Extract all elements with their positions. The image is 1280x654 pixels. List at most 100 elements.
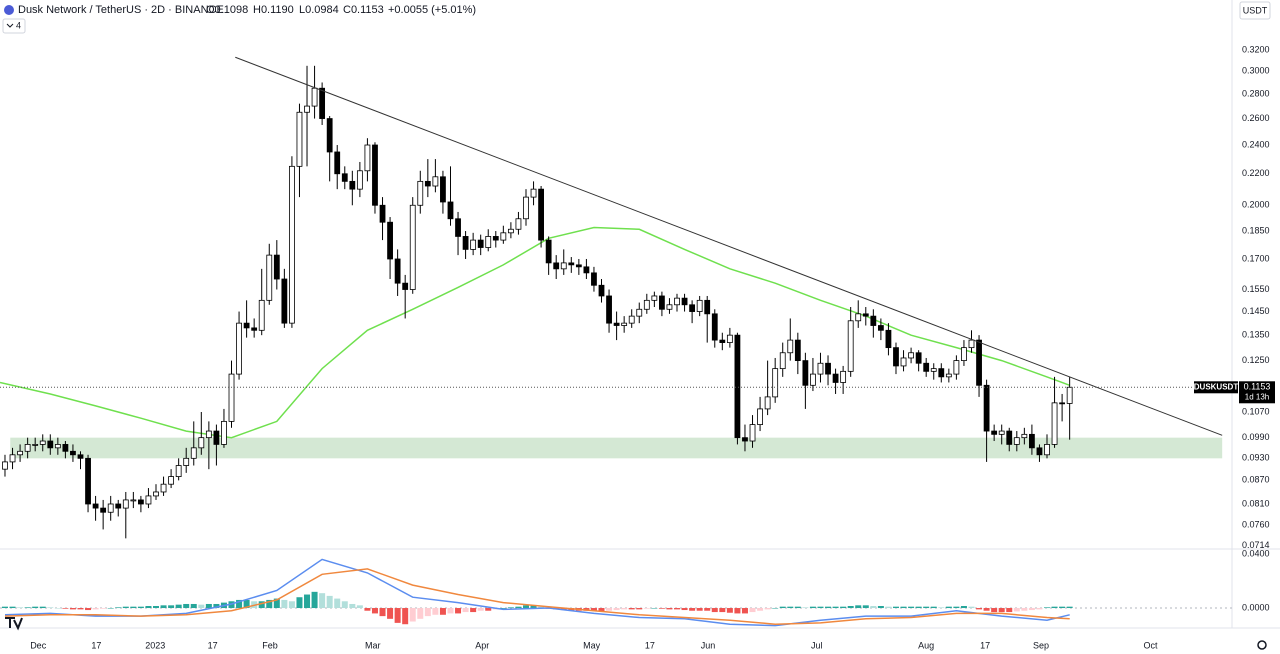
candle-body — [726, 334, 733, 343]
candle-body — [1006, 430, 1013, 445]
macd-histogram-bar — [900, 606, 907, 609]
macd-histogram-bar — [17, 607, 24, 609]
candle-body — [877, 325, 884, 331]
candle-body — [54, 444, 61, 449]
candle-body — [802, 360, 809, 386]
x-tick-label: May — [583, 640, 601, 650]
macd-histogram-bar — [734, 608, 741, 614]
macd-histogram-bar — [787, 606, 794, 609]
candle-body — [213, 430, 220, 445]
candle-body — [477, 239, 484, 248]
currency-button[interactable] — [1239, 1, 1271, 20]
y-tick-label: 0.1450 — [1242, 306, 1270, 316]
x-tick-label: Apr — [475, 640, 489, 650]
macd-histogram-bar — [613, 608, 620, 611]
macd-histogram-bar — [507, 607, 514, 609]
candle-body — [507, 228, 514, 234]
candle-body — [1036, 447, 1043, 456]
macd-histogram-bar — [689, 608, 696, 611]
candle-body — [349, 180, 356, 190]
macd-histogram-bar — [311, 591, 318, 609]
candle-body — [470, 239, 477, 250]
indicator-toggle[interactable] — [2, 18, 26, 34]
macd-histogram-bar — [417, 608, 424, 619]
y-tick-label: 0.0810 — [1242, 498, 1270, 508]
x-tick-label: 17 — [645, 640, 655, 650]
macd-histogram-bar — [538, 606, 545, 609]
candle-body — [893, 347, 899, 367]
y-tick-label: 0.1700 — [1242, 253, 1270, 263]
candle-body — [983, 384, 990, 432]
macd-histogram-bar — [976, 608, 983, 610]
support-zone — [10, 437, 1223, 459]
macd-histogram-bar — [825, 606, 832, 609]
candle-body — [9, 454, 16, 463]
y-tick-label: 0.1070 — [1242, 406, 1270, 416]
macd-tick-label: 0.0400 — [1242, 548, 1270, 558]
settings-icon[interactable] — [1257, 640, 1267, 650]
candle-body — [372, 144, 378, 206]
candle-body — [402, 282, 409, 290]
macd-histogram-bar — [983, 608, 990, 611]
logo — [5, 617, 23, 631]
candle-body — [394, 258, 401, 284]
candle-body — [24, 444, 31, 452]
candle-body — [153, 491, 159, 497]
macd-histogram-bar — [288, 601, 295, 609]
candle-body — [538, 188, 544, 241]
candle-body — [455, 218, 461, 237]
price-label: 0.1153 — [1244, 382, 1271, 392]
candle-body — [560, 262, 567, 270]
chevron — [6, 23, 14, 28]
macd-histogram-bar — [266, 599, 273, 609]
candle-body — [266, 254, 273, 301]
candle-body — [704, 299, 711, 315]
macd-histogram-bar — [77, 608, 84, 610]
candle-body — [719, 339, 726, 343]
candle-body — [47, 440, 54, 449]
candle-body — [945, 373, 952, 378]
macd-histogram-bar — [741, 608, 748, 614]
y-tick-label: 0.0714 — [1242, 540, 1270, 550]
candle-body — [1059, 402, 1066, 405]
macd-histogram-bar — [1066, 606, 1073, 609]
symbol-icon — [4, 5, 14, 15]
candle-body — [817, 362, 824, 375]
macd-histogram-bar — [213, 603, 220, 609]
price-label-box — [1239, 381, 1275, 404]
candle-body — [885, 329, 892, 349]
macd-histogram-bar — [764, 608, 771, 610]
macd-histogram-bar — [1051, 606, 1058, 609]
y-tick-label: 0.2600 — [1242, 113, 1270, 123]
candle-body — [2, 461, 8, 470]
candle-body — [840, 370, 847, 383]
macd-histogram-bar — [54, 608, 61, 609]
macd-histogram-bar — [817, 606, 824, 609]
macd-histogram-bar — [160, 605, 167, 609]
candle-body — [598, 284, 605, 297]
macd-histogram-bar — [870, 606, 877, 609]
candle-body — [553, 262, 560, 270]
candle-body — [296, 111, 303, 167]
x-tick-label: Sep — [1033, 640, 1049, 650]
macd-histogram-bar — [39, 606, 46, 609]
macd-histogram-bar — [334, 598, 341, 609]
macd-histogram-bar — [402, 608, 409, 625]
macd-histogram-bar — [847, 606, 854, 609]
candle-body — [621, 322, 628, 326]
macd-histogram-bar — [953, 606, 960, 609]
candle-body — [92, 503, 99, 509]
macd-histogram-bar — [62, 608, 69, 609]
y-tick-label: 0.1550 — [1242, 284, 1270, 294]
macd-histogram-bar — [711, 608, 718, 613]
candle-body — [326, 118, 333, 153]
macd-histogram-bar — [439, 608, 446, 615]
candle-body — [32, 444, 39, 446]
candle-body — [953, 360, 960, 375]
macd-histogram-bar — [674, 608, 681, 610]
macd-histogram-bar — [938, 607, 945, 609]
candle-body — [530, 188, 537, 198]
macd-histogram-bar — [236, 599, 243, 609]
macd-histogram-bar — [130, 606, 137, 609]
candle-body — [545, 239, 552, 264]
